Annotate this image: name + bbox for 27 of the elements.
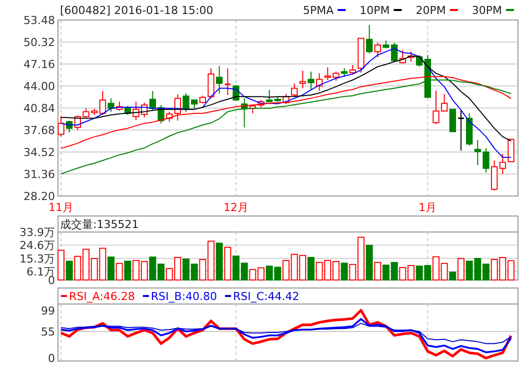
x-tick-label: 11月 [48, 201, 74, 214]
y-tick-label: 24.6万 [20, 239, 55, 252]
y-tick-label: 99 [41, 304, 55, 318]
legend-label: 5PMA [302, 4, 334, 17]
legend-label: RSI_A:46.28 [69, 290, 135, 303]
legend-label: 30PM [472, 4, 502, 17]
y-tick-label: 40.84 [24, 102, 55, 115]
y-tick-label: 53.48 [24, 14, 55, 27]
y-tick-label: 47.16 [24, 58, 55, 71]
legend-label: 10PM [360, 4, 390, 17]
legend-label: RSI_B:40.80 [150, 290, 218, 303]
y-tick-label: 50.32 [24, 36, 55, 49]
y-tick-label: 44.00 [24, 80, 55, 93]
y-tick-label: 33.9万 [20, 226, 55, 239]
legend-label: 20PM [416, 4, 446, 17]
y-tick-label: 15.3万 [20, 252, 55, 266]
y-tick-label: 37.68 [24, 124, 55, 137]
y-tick-label: 55 [41, 326, 55, 339]
y-tick-label: 28.20 [24, 190, 55, 203]
y-tick-label: 31.36 [24, 168, 55, 181]
y-tick-label: 0 [48, 352, 55, 365]
chart-title: 成交量:135521 [60, 218, 139, 231]
y-tick-label: 34.52 [24, 146, 55, 159]
x-tick-label: 1月 [418, 201, 437, 214]
chart-title: [600482] 2016-01-18 15:00 [60, 4, 214, 17]
legend-label: RSI_C:44.42 [233, 290, 300, 303]
x-tick-label: 12月 [224, 201, 248, 214]
